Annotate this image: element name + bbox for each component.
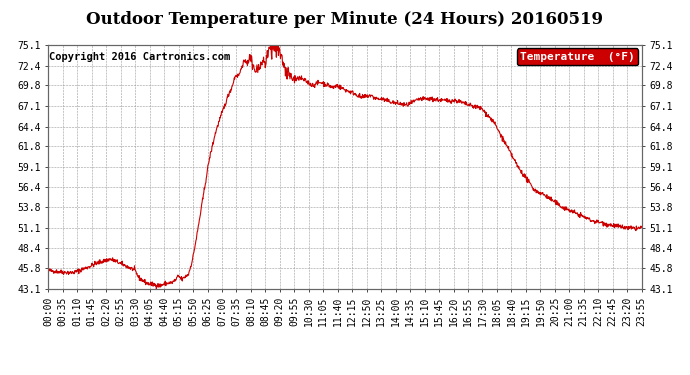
Text: Copyright 2016 Cartronics.com: Copyright 2016 Cartronics.com xyxy=(50,53,230,62)
Text: Outdoor Temperature per Minute (24 Hours) 20160519: Outdoor Temperature per Minute (24 Hours… xyxy=(86,11,604,28)
Legend: Temperature  (°F): Temperature (°F) xyxy=(517,48,638,65)
